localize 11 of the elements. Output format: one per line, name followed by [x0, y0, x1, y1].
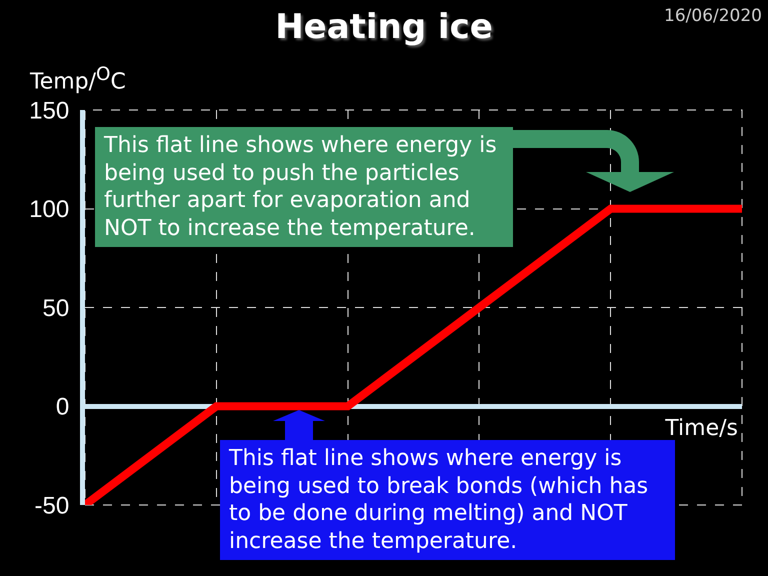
y-tick-label: -50 [34, 492, 70, 520]
text: 16/06/2020 [664, 6, 762, 26]
annotation: This flat line shows where energy is being used to push the particles further apart for evaporation and NOT to increase the temperature. [95, 127, 513, 247]
y-tick-label: 150 [29, 97, 70, 124]
y-tick-label: 100 [29, 196, 70, 224]
chart-title: Heating ice [275, 6, 493, 47]
annotation: This flat line shows where energy is being used to break bonds (which has to be done during melting) and NOT increase the temperature. [220, 440, 675, 560]
y-tick-label: 0 [56, 394, 70, 421]
y-tick-label: 50 [42, 294, 70, 322]
x-axis-title: Time/s [665, 416, 738, 442]
y-axis-title: Temp/$^{O}$C [30, 64, 126, 94]
